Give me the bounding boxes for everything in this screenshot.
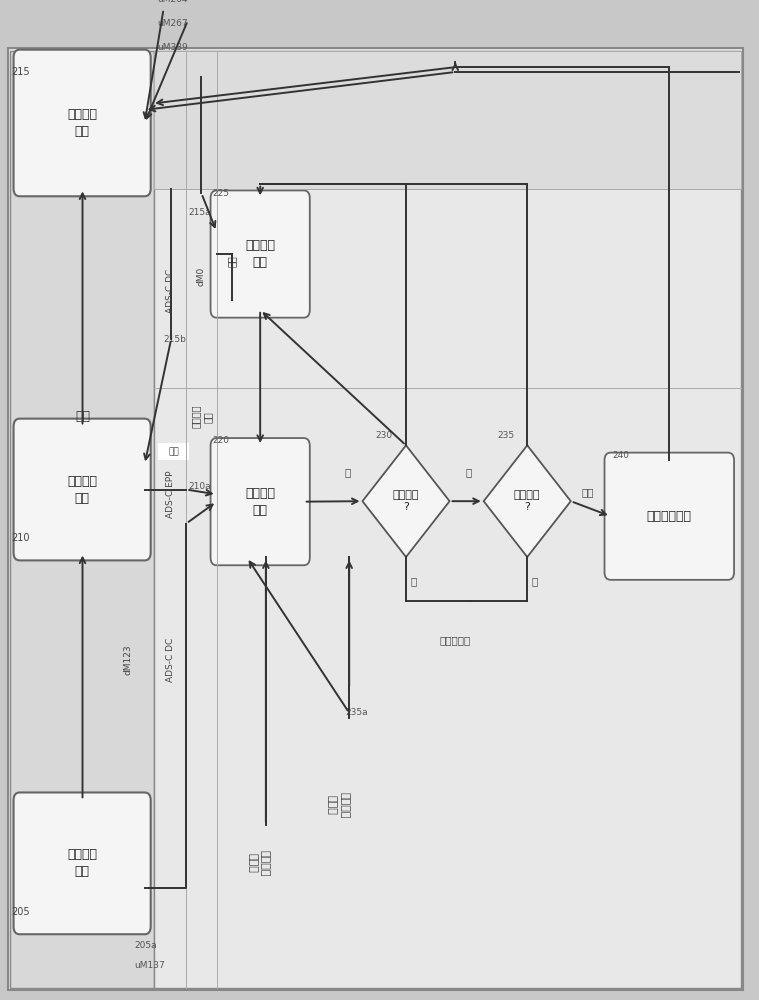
Text: 235a: 235a bbox=[345, 708, 368, 717]
FancyBboxPatch shape bbox=[159, 443, 188, 460]
Text: dM0: dM0 bbox=[197, 266, 206, 286]
Text: 修改飞行
计划: 修改飞行 计划 bbox=[67, 108, 97, 138]
Text: 空中动作
?: 空中动作 ? bbox=[514, 490, 540, 512]
Text: 发起飞行
前同步: 发起飞行 前同步 bbox=[247, 850, 269, 877]
Text: 205a: 205a bbox=[134, 941, 156, 950]
Text: 210a: 210a bbox=[188, 482, 211, 491]
Polygon shape bbox=[363, 445, 449, 557]
Text: 比较飞行
计划: 比较飞行 计划 bbox=[245, 487, 276, 517]
Text: 是: 是 bbox=[465, 467, 471, 477]
FancyBboxPatch shape bbox=[14, 419, 151, 560]
FancyBboxPatch shape bbox=[8, 48, 743, 990]
Text: 地面飞行
计划: 地面飞行 计划 bbox=[191, 405, 213, 428]
FancyBboxPatch shape bbox=[154, 51, 741, 988]
Text: uM264: uM264 bbox=[158, 0, 188, 4]
Text: 否: 否 bbox=[532, 576, 538, 586]
Text: 240: 240 bbox=[612, 451, 629, 460]
Text: 飞机: 飞机 bbox=[75, 410, 90, 423]
Text: uM137: uM137 bbox=[134, 961, 165, 970]
Text: 修改飞行
计划: 修改飞行 计划 bbox=[245, 239, 276, 269]
Text: 215b: 215b bbox=[164, 335, 187, 344]
Text: 否则: 否则 bbox=[581, 487, 594, 497]
Text: uM339: uM339 bbox=[158, 43, 188, 52]
Text: 235: 235 bbox=[497, 431, 514, 440]
FancyBboxPatch shape bbox=[604, 453, 734, 580]
Text: 220: 220 bbox=[213, 436, 230, 445]
Text: 构建同步轨迹: 构建同步轨迹 bbox=[647, 510, 691, 523]
FancyBboxPatch shape bbox=[10, 51, 154, 988]
Text: 215: 215 bbox=[11, 67, 30, 77]
Text: 提取飞行
计划: 提取飞行 计划 bbox=[67, 848, 97, 878]
FancyBboxPatch shape bbox=[154, 51, 741, 189]
Text: 215a: 215a bbox=[188, 208, 211, 217]
Text: dM123: dM123 bbox=[124, 644, 133, 675]
Text: 205: 205 bbox=[11, 907, 30, 917]
Text: 时延: 时延 bbox=[227, 255, 237, 267]
FancyBboxPatch shape bbox=[14, 792, 151, 934]
Text: 225: 225 bbox=[213, 189, 230, 198]
Polygon shape bbox=[483, 445, 571, 557]
FancyBboxPatch shape bbox=[210, 190, 310, 318]
Text: 首次飞行前: 首次飞行前 bbox=[439, 635, 471, 645]
Text: uM267: uM267 bbox=[158, 19, 188, 28]
Text: 230: 230 bbox=[376, 431, 393, 440]
Text: ADS-C DC: ADS-C DC bbox=[166, 637, 175, 682]
Text: ADS-C EPP: ADS-C EPP bbox=[166, 471, 175, 518]
FancyBboxPatch shape bbox=[210, 438, 310, 565]
FancyBboxPatch shape bbox=[14, 50, 151, 196]
Text: 地面: 地面 bbox=[168, 447, 179, 456]
Text: 否: 否 bbox=[411, 576, 417, 586]
Text: 发起飞行
中同步: 发起飞行 中同步 bbox=[326, 792, 349, 818]
Text: 210: 210 bbox=[11, 533, 30, 543]
Text: 是: 是 bbox=[344, 467, 351, 477]
Text: 地面动作
?: 地面动作 ? bbox=[392, 490, 419, 512]
Text: ADS-C DC: ADS-C DC bbox=[166, 268, 175, 313]
Text: 下行链路
轨迹: 下行链路 轨迹 bbox=[67, 475, 97, 505]
